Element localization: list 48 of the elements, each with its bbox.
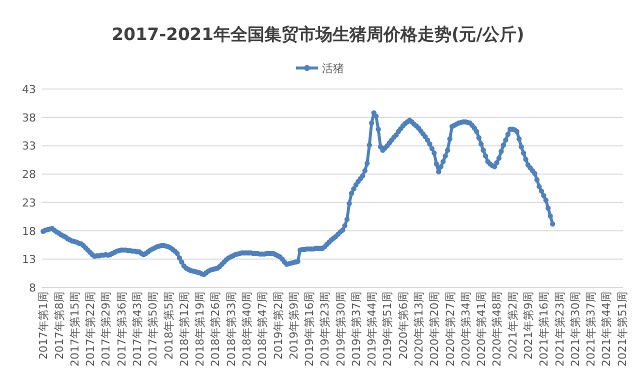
x-tick-label: 2020年第34周: [459, 292, 472, 366]
x-tick-label: 2017年第1周: [37, 292, 50, 360]
x-tick-label: 2018年第33周: [224, 292, 238, 366]
x-tick-label: 2020年第27周: [444, 292, 457, 366]
x-tick-label: 2018年第12周: [178, 292, 191, 366]
x-tick-label: 2019年第16周: [303, 292, 316, 366]
x-tick-label: 2021年第9周: [522, 292, 536, 360]
y-tick-label: 28: [22, 168, 36, 182]
x-tick-label: 2019年第37周: [350, 292, 363, 366]
x-tick-label: 2018年第19周: [194, 292, 207, 366]
x-tick-label: 2020年第41周: [475, 292, 488, 366]
x-tick-label: 2017年第8周: [52, 292, 66, 360]
x-tick-label: 2021年第37周: [584, 292, 598, 366]
x-tick-label: 2019年第23周: [318, 292, 332, 366]
x-tick-label: 2019年第9周: [287, 292, 300, 360]
x-tick-label: 2017年第50周: [146, 292, 160, 366]
y-tick-label: 43: [22, 83, 36, 96]
x-tick-label: 2018年第40周: [240, 292, 254, 366]
x-tick-label: 2019年第44周: [366, 292, 379, 366]
x-tick-label: 2021年第23周: [553, 292, 566, 366]
x-tick-label: 2021年第30周: [568, 292, 582, 366]
y-tick-label: 18: [22, 224, 36, 238]
x-tick-label: 2017年第43周: [130, 292, 144, 366]
x-tick-label: 2017年第15周: [68, 292, 82, 366]
y-tick-label: 13: [22, 253, 36, 266]
y-tick-label: 38: [22, 111, 36, 124]
x-tick-label: 2018年第47周: [256, 292, 270, 366]
x-tick-label: 2018年第5周: [162, 292, 176, 360]
x-tick-label: 2019年第2周: [272, 292, 285, 360]
chart-title: 2017-2021年全国集贸市场生猪周价格走势(元/公斤): [112, 25, 524, 45]
x-tick-label: 2021年第2周: [506, 292, 520, 360]
x-tick-label: 2020年第13周: [412, 292, 426, 366]
x-tick-label: 2017年第29周: [100, 292, 113, 366]
x-tick-label: 2020年第20周: [428, 292, 442, 366]
x-tick-label: 2020年第6周: [396, 292, 410, 360]
x-tick-label: 2021年第16周: [538, 292, 551, 366]
x-tick-label: 2021年第51周: [616, 292, 629, 366]
x-tick-label: 2021年第44周: [600, 292, 614, 366]
y-tick-label: 23: [22, 196, 36, 210]
x-tick-label: 2020年第48周: [490, 292, 504, 366]
y-tick-label: 8: [29, 282, 36, 294]
legend-label: 活猪: [322, 62, 344, 75]
x-tick-label: 2017年第36周: [115, 292, 128, 366]
x-tick-label: 2019年第30周: [334, 292, 348, 366]
x-tick-label: 2018年第26周: [209, 292, 222, 366]
y-tick-label: 33: [22, 140, 36, 153]
x-tick-label: 2019年第51周: [381, 292, 394, 366]
x-tick-label: 2017年第22周: [84, 292, 98, 366]
